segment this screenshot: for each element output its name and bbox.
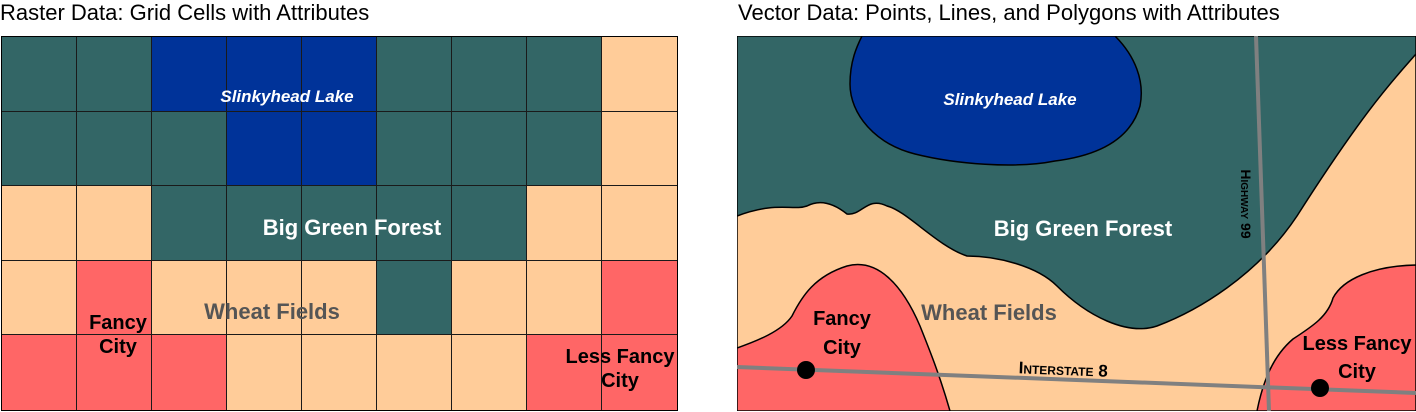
raster-cell-fields [302, 335, 377, 410]
raster-forest-label: Big Green Forest [262, 215, 442, 240]
vector-title: Vector Data: Points, Lines, and Polygons… [738, 0, 1280, 25]
highway-99-label: Highway 99 [1238, 169, 1254, 238]
raster-cell-forest [152, 111, 227, 187]
raster-cell-city [2, 335, 77, 410]
interstate-8-label: Interstate 8 [1018, 358, 1108, 380]
raster-title: Raster Data: Grid Cells with Attributes [0, 0, 370, 25]
raster-cell-fields [602, 186, 677, 261]
raster-cell-forest [377, 37, 452, 112]
raster-cell-forest [452, 186, 527, 261]
raster-lake-label: Slinkyhead Lake [220, 87, 354, 106]
raster-cell-city [527, 335, 602, 410]
raster-cell-forest [77, 37, 152, 112]
fancy-city-point [797, 361, 815, 379]
raster-cell-city [77, 335, 152, 410]
raster-cell-forest [2, 37, 77, 112]
raster-grid [2, 37, 677, 410]
raster-cell-forest [452, 111, 527, 187]
raster-cell-city [602, 335, 677, 410]
vector-map-svg: Slinkyhead Lake Big Green Forest Wheat F… [737, 36, 1416, 411]
raster-cell-fields [602, 111, 677, 187]
raster-less-fancy-city-line1: Less Fancy [565, 346, 675, 368]
interstate-8-line [737, 365, 1416, 395]
raster-cell-lake [152, 37, 227, 112]
vector-lake-label: Slinkyhead Lake [943, 90, 1076, 109]
raster-cell-forest [377, 260, 452, 336]
raster-cell-forest [152, 186, 227, 261]
raster-cell-forest [227, 186, 302, 261]
raster-cell-fields [602, 37, 677, 112]
raster-cell-fields [527, 186, 602, 261]
raster-cell-lake [302, 37, 377, 112]
raster-cell-city [77, 260, 152, 336]
raster-cell-fields [77, 186, 152, 261]
raster-fancy-city-line1: Fancy [89, 312, 147, 334]
raster-fields-label: Wheat Fields [204, 299, 340, 324]
raster-cell-fields [302, 260, 377, 336]
raster-fancy-city-label: Fancy City [68, 311, 168, 359]
raster-map: Slinkyhead Lake Big Green Forest Wheat F… [1, 36, 678, 411]
raster-less-fancy-city-line2: City [601, 370, 639, 392]
raster-cell-lake [302, 111, 377, 187]
raster-cell-forest [452, 37, 527, 112]
raster-cell-city [602, 260, 677, 336]
vector-lake-polygon [849, 36, 1142, 166]
raster-cell-forest [302, 186, 377, 261]
raster-cell-fields [2, 260, 77, 336]
raster-cell-city [152, 335, 227, 410]
raster-cell-forest [77, 111, 152, 187]
raster-cell-fields [227, 335, 302, 410]
raster-cell-forest [377, 186, 452, 261]
raster-cell-lake [227, 37, 302, 112]
vector-fancy-city-line2: City [823, 337, 862, 359]
raster-cell-fields [452, 260, 527, 336]
raster-cell-fields [377, 335, 452, 410]
vector-less-fancy-city-line2: City [1338, 361, 1377, 383]
highway-99-line [1254, 36, 1271, 411]
raster-cell-fields [527, 260, 602, 336]
raster-cell-forest [2, 111, 77, 187]
raster-cell-fields [152, 260, 227, 336]
vector-forest-label: Big Green Forest [994, 216, 1173, 241]
vector-fields-label: Wheat Fields [921, 300, 1057, 325]
raster-cell-fields [2, 186, 77, 261]
raster-cell-fields [227, 260, 302, 336]
vector-fancy-city-line1: Fancy [813, 308, 872, 330]
less-fancy-city-point [1311, 379, 1329, 397]
raster-cell-lake [227, 111, 302, 187]
raster-cell-forest [527, 111, 602, 187]
raster-less-fancy-city-label: Less Fancy City [550, 345, 690, 393]
raster-cell-forest [527, 37, 602, 112]
raster-fancy-city-line2: City [99, 336, 137, 358]
raster-cell-fields [452, 335, 527, 410]
vector-less-fancy-city-line1: Less Fancy [1303, 333, 1413, 355]
raster-cell-forest [377, 111, 452, 187]
vector-map: Slinkyhead Lake Big Green Forest Wheat F… [737, 36, 1416, 411]
